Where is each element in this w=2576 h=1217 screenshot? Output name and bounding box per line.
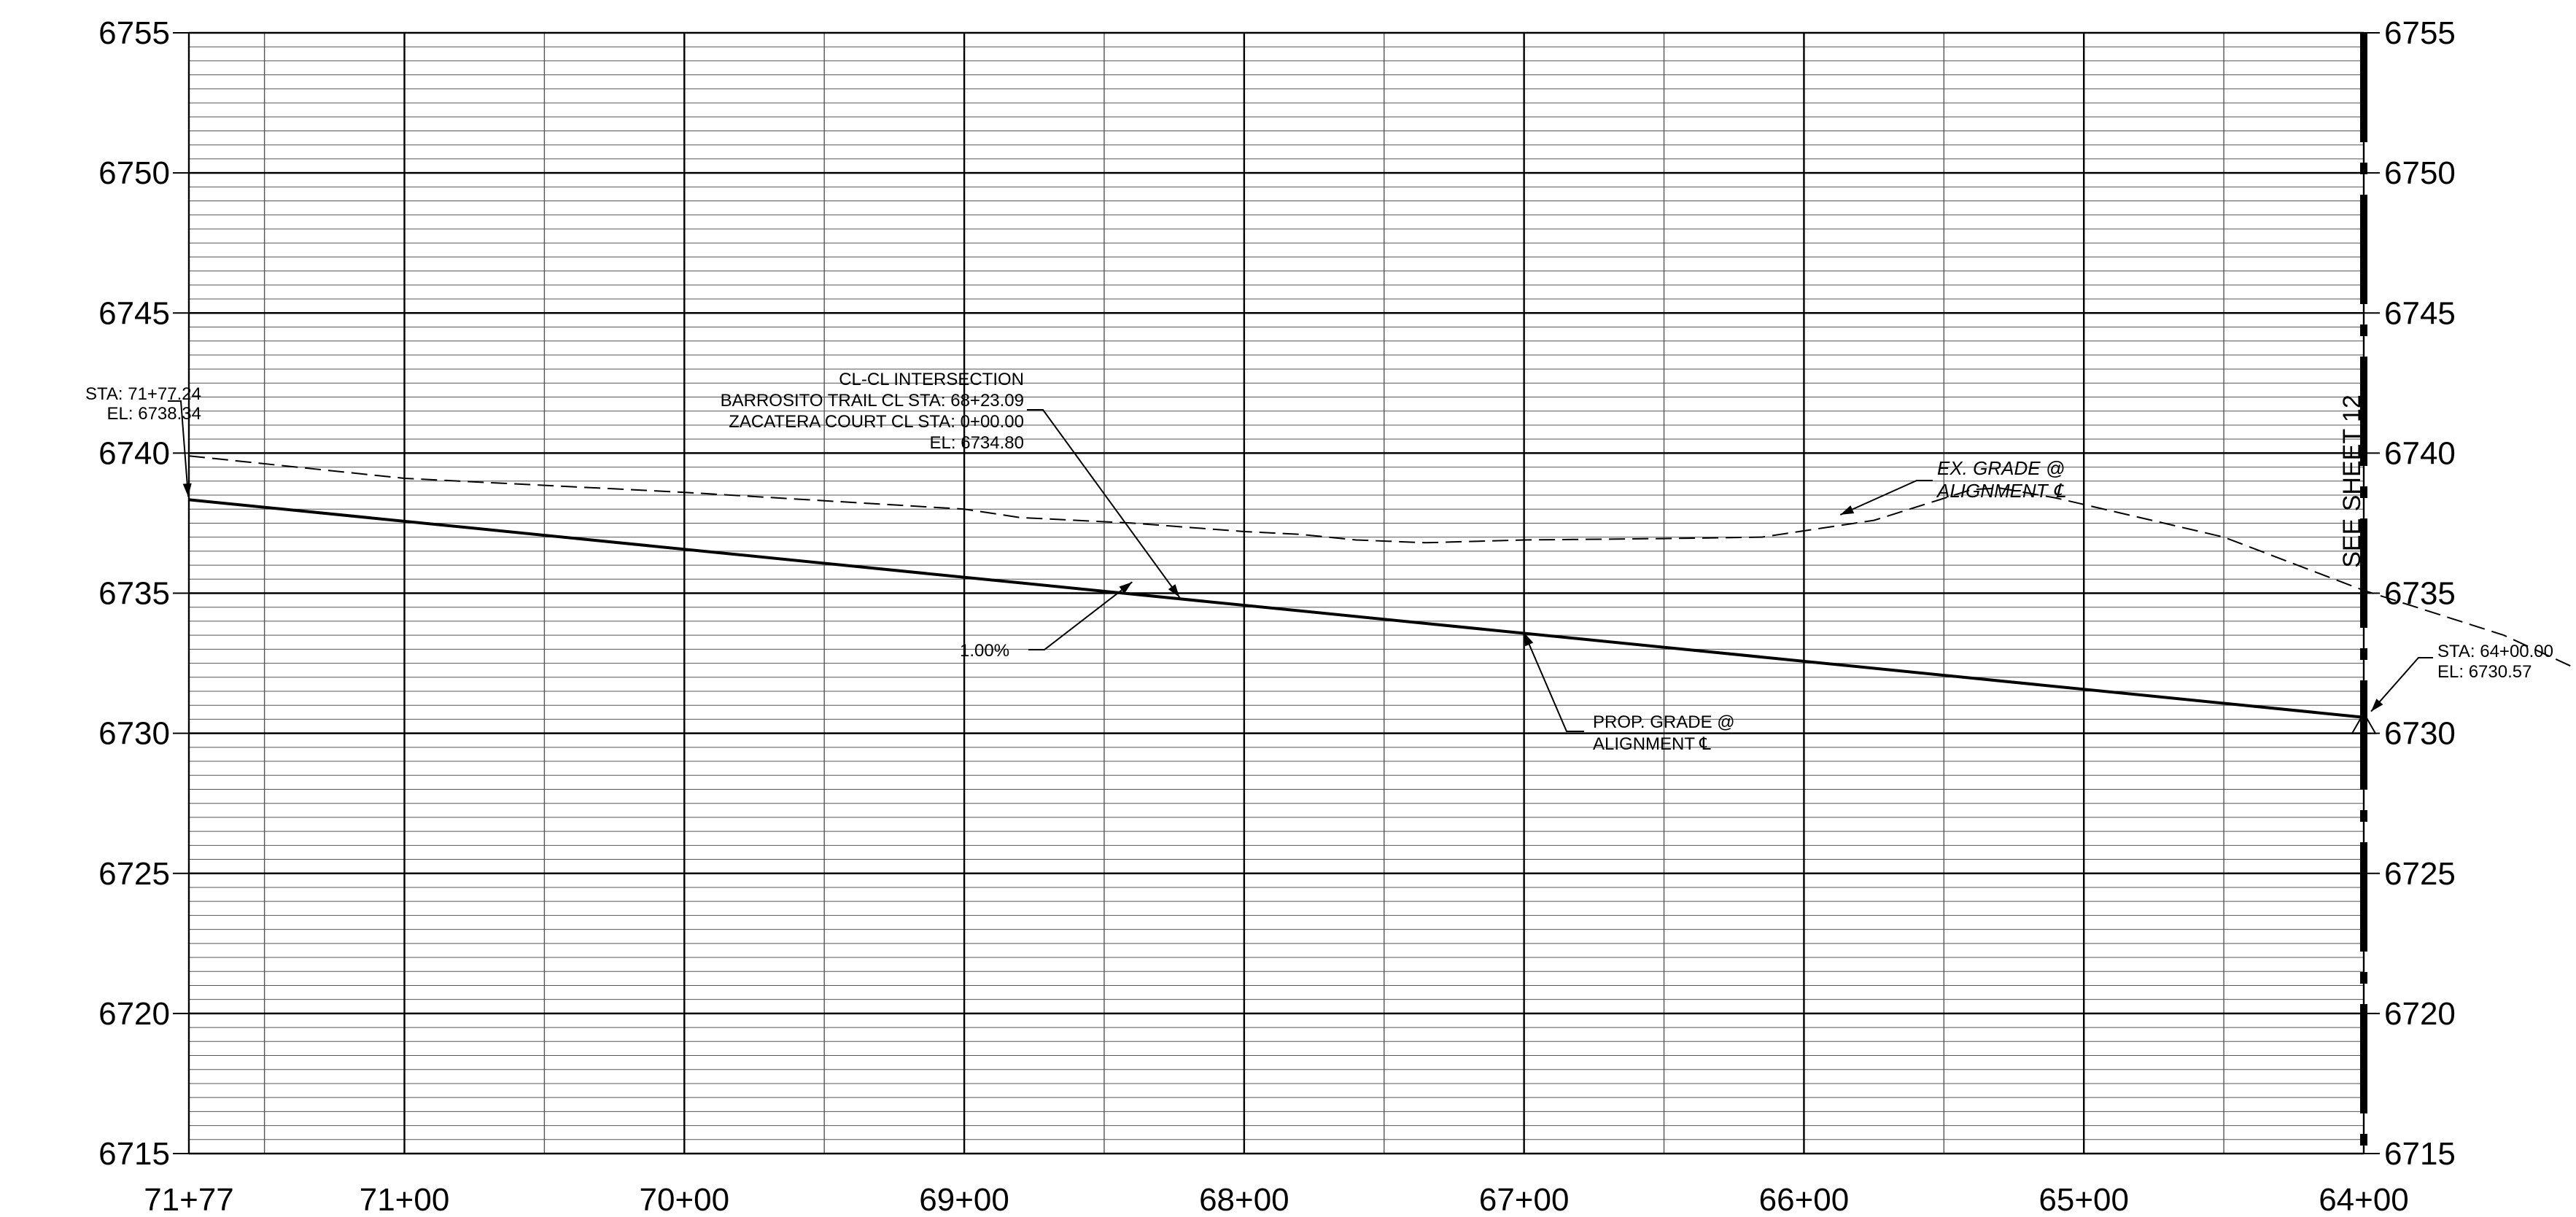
proposed-grade-line (187, 498, 2364, 719)
intersection-leader (1027, 409, 1181, 598)
intersection-title: CL-CL INTERSECTION (839, 370, 1024, 389)
existing-grade-line (188, 455, 2576, 669)
station-tick: 69+00 (919, 1182, 1009, 1217)
end-leader (2370, 657, 2433, 712)
right-elevation-tick: 6750 (2384, 155, 2456, 191)
right-elevation-tick: 6720 (2384, 996, 2456, 1032)
start-sta-label: STA: 71+77.24 (85, 384, 201, 404)
station-tick: 66+00 (1759, 1182, 1850, 1217)
end-leader-arrow (2371, 699, 2383, 712)
station-tick: 64+00 (2319, 1182, 2409, 1217)
left-elevation-tick: 6745 (98, 295, 170, 331)
start-leader (168, 400, 190, 497)
right-elevation-tick: 6730 (2384, 716, 2456, 752)
right-elevation-tick: 6725 (2384, 856, 2456, 892)
station-tick: 71+77 (144, 1182, 234, 1217)
left-elevation-tick: 6720 (98, 996, 170, 1032)
slope-label: 1.00% (960, 641, 1009, 661)
station-tick: 68+00 (1199, 1182, 1289, 1217)
intersection-zacatera-label: ZACATERA COURT CL STA: 0+00.00 (729, 412, 1024, 432)
right-elevation-tick: 6745 (2384, 295, 2456, 331)
left-elevation-tick: 6750 (98, 155, 170, 191)
see-sheet-label: SEE SHEET 12 (2338, 394, 2366, 568)
prop-grade-label-line1: PROP. GRADE @ (1593, 712, 1735, 732)
ex-grade-leader (1839, 480, 1933, 516)
end-point-marker (2351, 711, 2377, 734)
station-tick: 71+00 (360, 1182, 450, 1217)
left-elevation-tick: 6725 (98, 856, 170, 892)
right-elevation-tick: 6735 (2384, 576, 2456, 612)
right-elevation-tick: 6740 (2384, 435, 2456, 471)
right-elevation-tick: 6755 (2384, 15, 2456, 51)
end-sta-label: STA: 64+00.00 (2437, 642, 2553, 661)
intersection-leader-arrow (1168, 584, 1180, 598)
prop-grade-leader-arrow (1524, 632, 1534, 647)
station-labels: 71+77 71+00 70+00 69+00 68+00 67+00 66+00 65+00… (144, 1182, 2409, 1217)
left-elevation-tick: 6755 (98, 15, 170, 51)
slope-leader-arrow (1119, 582, 1133, 594)
intersection-barrosito-label: BARROSITO TRAIL CL STA: 68+23.09 (721, 391, 1024, 411)
station-tick: 70+00 (640, 1182, 730, 1217)
left-elevation-tick: 6735 (98, 576, 170, 612)
right-elevation-labels: 6755 6750 6745 6740 6735 6730 6725 6720 6715 (2364, 15, 2456, 1172)
ex-grade-label-line1: EX. GRADE @ (1937, 457, 2065, 479)
intersection-el-label: EL: 6734.80 (930, 433, 1024, 453)
right-elevation-tick: 6715 (2384, 1136, 2456, 1172)
annotation-leaders (168, 400, 2433, 732)
prop-grade-label-line2: ALIGNMENT ℄ (1593, 734, 1711, 754)
ex-grade-label-line2: ALIGNMENT ℄ (1936, 480, 2066, 502)
prop-grade-leader (1523, 631, 1584, 732)
start-el-label: EL: 6738.34 (107, 404, 201, 424)
left-elevation-tick: 6740 (98, 435, 170, 471)
station-tick: 67+00 (1479, 1182, 1570, 1217)
left-elevation-tick: 6715 (98, 1136, 170, 1172)
left-elevation-labels: 6755 6750 6745 6740 6735 6730 6725 6720 6715 (98, 15, 189, 1172)
slope-leader (1028, 581, 1133, 650)
left-elevation-tick: 6730 (98, 716, 170, 752)
station-tick: 65+00 (2038, 1182, 2129, 1217)
start-leader-arrow (182, 483, 192, 497)
ex-grade-leader-arrow (1840, 505, 1855, 515)
end-el-label: EL: 6730.57 (2437, 662, 2532, 682)
major-gridlines (187, 31, 2365, 1155)
